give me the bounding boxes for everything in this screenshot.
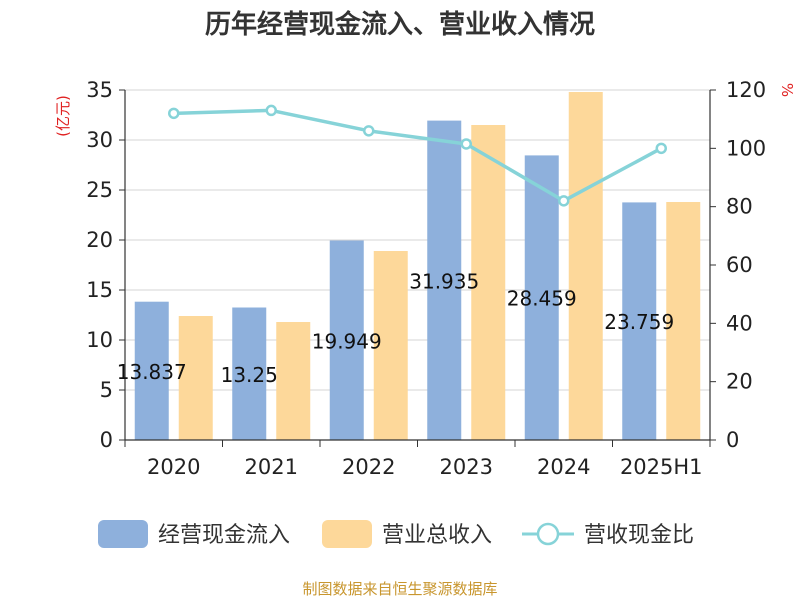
cash-flow-bar	[524, 155, 559, 440]
x-tick-label: 2020	[147, 455, 200, 479]
left-tick-label: 20	[86, 228, 113, 252]
right-tick-label: 80	[726, 195, 753, 219]
left-tick-label: 10	[86, 328, 113, 352]
revenue-bar	[666, 202, 701, 440]
cash-flow-bar	[622, 202, 657, 440]
ratio-point	[168, 107, 180, 120]
left-tick-label: 25	[86, 178, 113, 202]
revenue-bar	[276, 322, 311, 440]
legend-swatch-ratio-marker	[536, 522, 560, 546]
ratio-point	[655, 142, 667, 155]
x-tick-label: 2022	[342, 455, 395, 479]
left-tick-label: 35	[86, 78, 113, 102]
left-tick-label: 15	[86, 278, 113, 302]
bars	[134, 92, 701, 440]
data-labels: 13.837 13.25 19.949 31.935 28.459 23.759	[117, 269, 674, 386]
ratio-point	[558, 195, 570, 207]
right-tick-label: 0	[726, 428, 739, 452]
cash-flow-bar	[329, 240, 364, 440]
ratio-line	[173, 108, 663, 203]
legend: 经营现金流入 营业总收入 营收现金比	[98, 520, 694, 548]
left-axis-unit: (亿元)	[54, 95, 72, 137]
ratio-point	[460, 138, 472, 150]
data-label: 31.935	[409, 269, 479, 293]
data-label: 28.459	[507, 287, 577, 311]
right-tick-label: 60	[726, 253, 753, 277]
right-axis-unit: %	[778, 83, 796, 97]
cash-flow-bar	[232, 307, 267, 440]
right-tick-label: 20	[726, 370, 753, 394]
revenue-bar	[568, 92, 603, 440]
ratio-point	[265, 104, 277, 117]
x-tick-label: 2021	[245, 455, 298, 479]
ratio-point	[363, 125, 375, 137]
legend-swatch-cash-flow	[98, 520, 148, 548]
cash-flow-bar	[427, 120, 462, 440]
legend-label-revenue: 营业总收入	[382, 523, 492, 548]
source-note: 制图数据来自恒生聚源数据库	[302, 580, 497, 598]
x-tick-label: 2024	[537, 455, 590, 479]
data-label: 19.949	[312, 329, 382, 353]
revenue-bar	[178, 316, 213, 440]
cash-flow-bar	[134, 301, 169, 440]
revenue-bar	[471, 125, 506, 440]
data-label: 23.759	[604, 310, 674, 334]
revenue-bar	[373, 251, 408, 440]
right-tick-label: 40	[726, 311, 753, 335]
chart-title: 历年经营现金流入、营业收入情况	[205, 9, 595, 40]
legend-swatch-revenue	[322, 520, 372, 548]
ratio-line-layer	[168, 104, 667, 207]
right-tick-label: 100	[726, 136, 766, 160]
x-tick-label: 2023	[440, 455, 493, 479]
right-tick-label: 120	[726, 78, 766, 102]
data-label: 13.837	[117, 360, 187, 384]
legend-label-ratio: 营收现金比	[584, 523, 694, 548]
gridlines	[125, 89, 710, 391]
left-tick-label: 30	[86, 128, 113, 152]
left-tick-label: 5	[100, 378, 113, 402]
x-tick-label: 2025H1	[620, 455, 703, 479]
axes: 0 5 10 15 20 25 30 35 0 20 40 60 80 100 120 2020 2021 202…	[86, 78, 766, 479]
left-tick-label: 0	[100, 428, 113, 452]
legend-label-cash-flow: 经营现金流入	[158, 523, 290, 548]
data-label: 13.25	[221, 363, 278, 387]
